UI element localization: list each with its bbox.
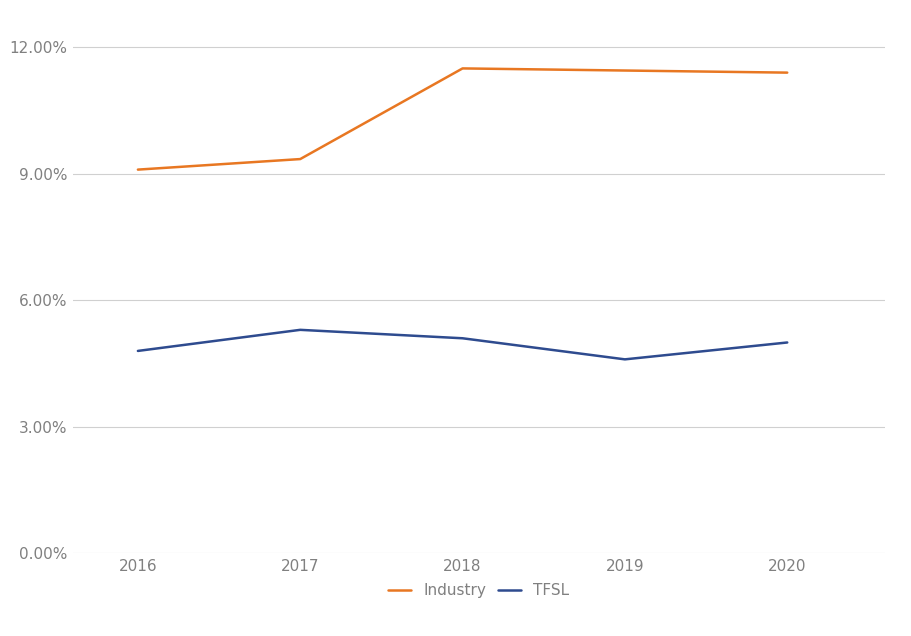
Legend: Industry, TFSL: Industry, TFSL: [382, 577, 575, 604]
TFSL: [456, 335, 467, 342]
Line: Industry: Industry: [138, 69, 786, 170]
TFSL: [619, 356, 630, 363]
TFSL: [132, 347, 143, 355]
Industry: [781, 69, 792, 76]
Industry: [619, 67, 630, 74]
Industry: [132, 166, 143, 174]
Industry: [456, 65, 467, 73]
Line: TFSL: TFSL: [138, 330, 786, 359]
Industry: [294, 155, 305, 163]
TFSL: [294, 326, 305, 334]
TFSL: [781, 339, 792, 347]
